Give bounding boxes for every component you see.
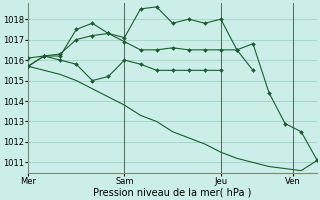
X-axis label: Pression niveau de la mer( hPa ): Pression niveau de la mer( hPa ) xyxy=(93,187,252,197)
